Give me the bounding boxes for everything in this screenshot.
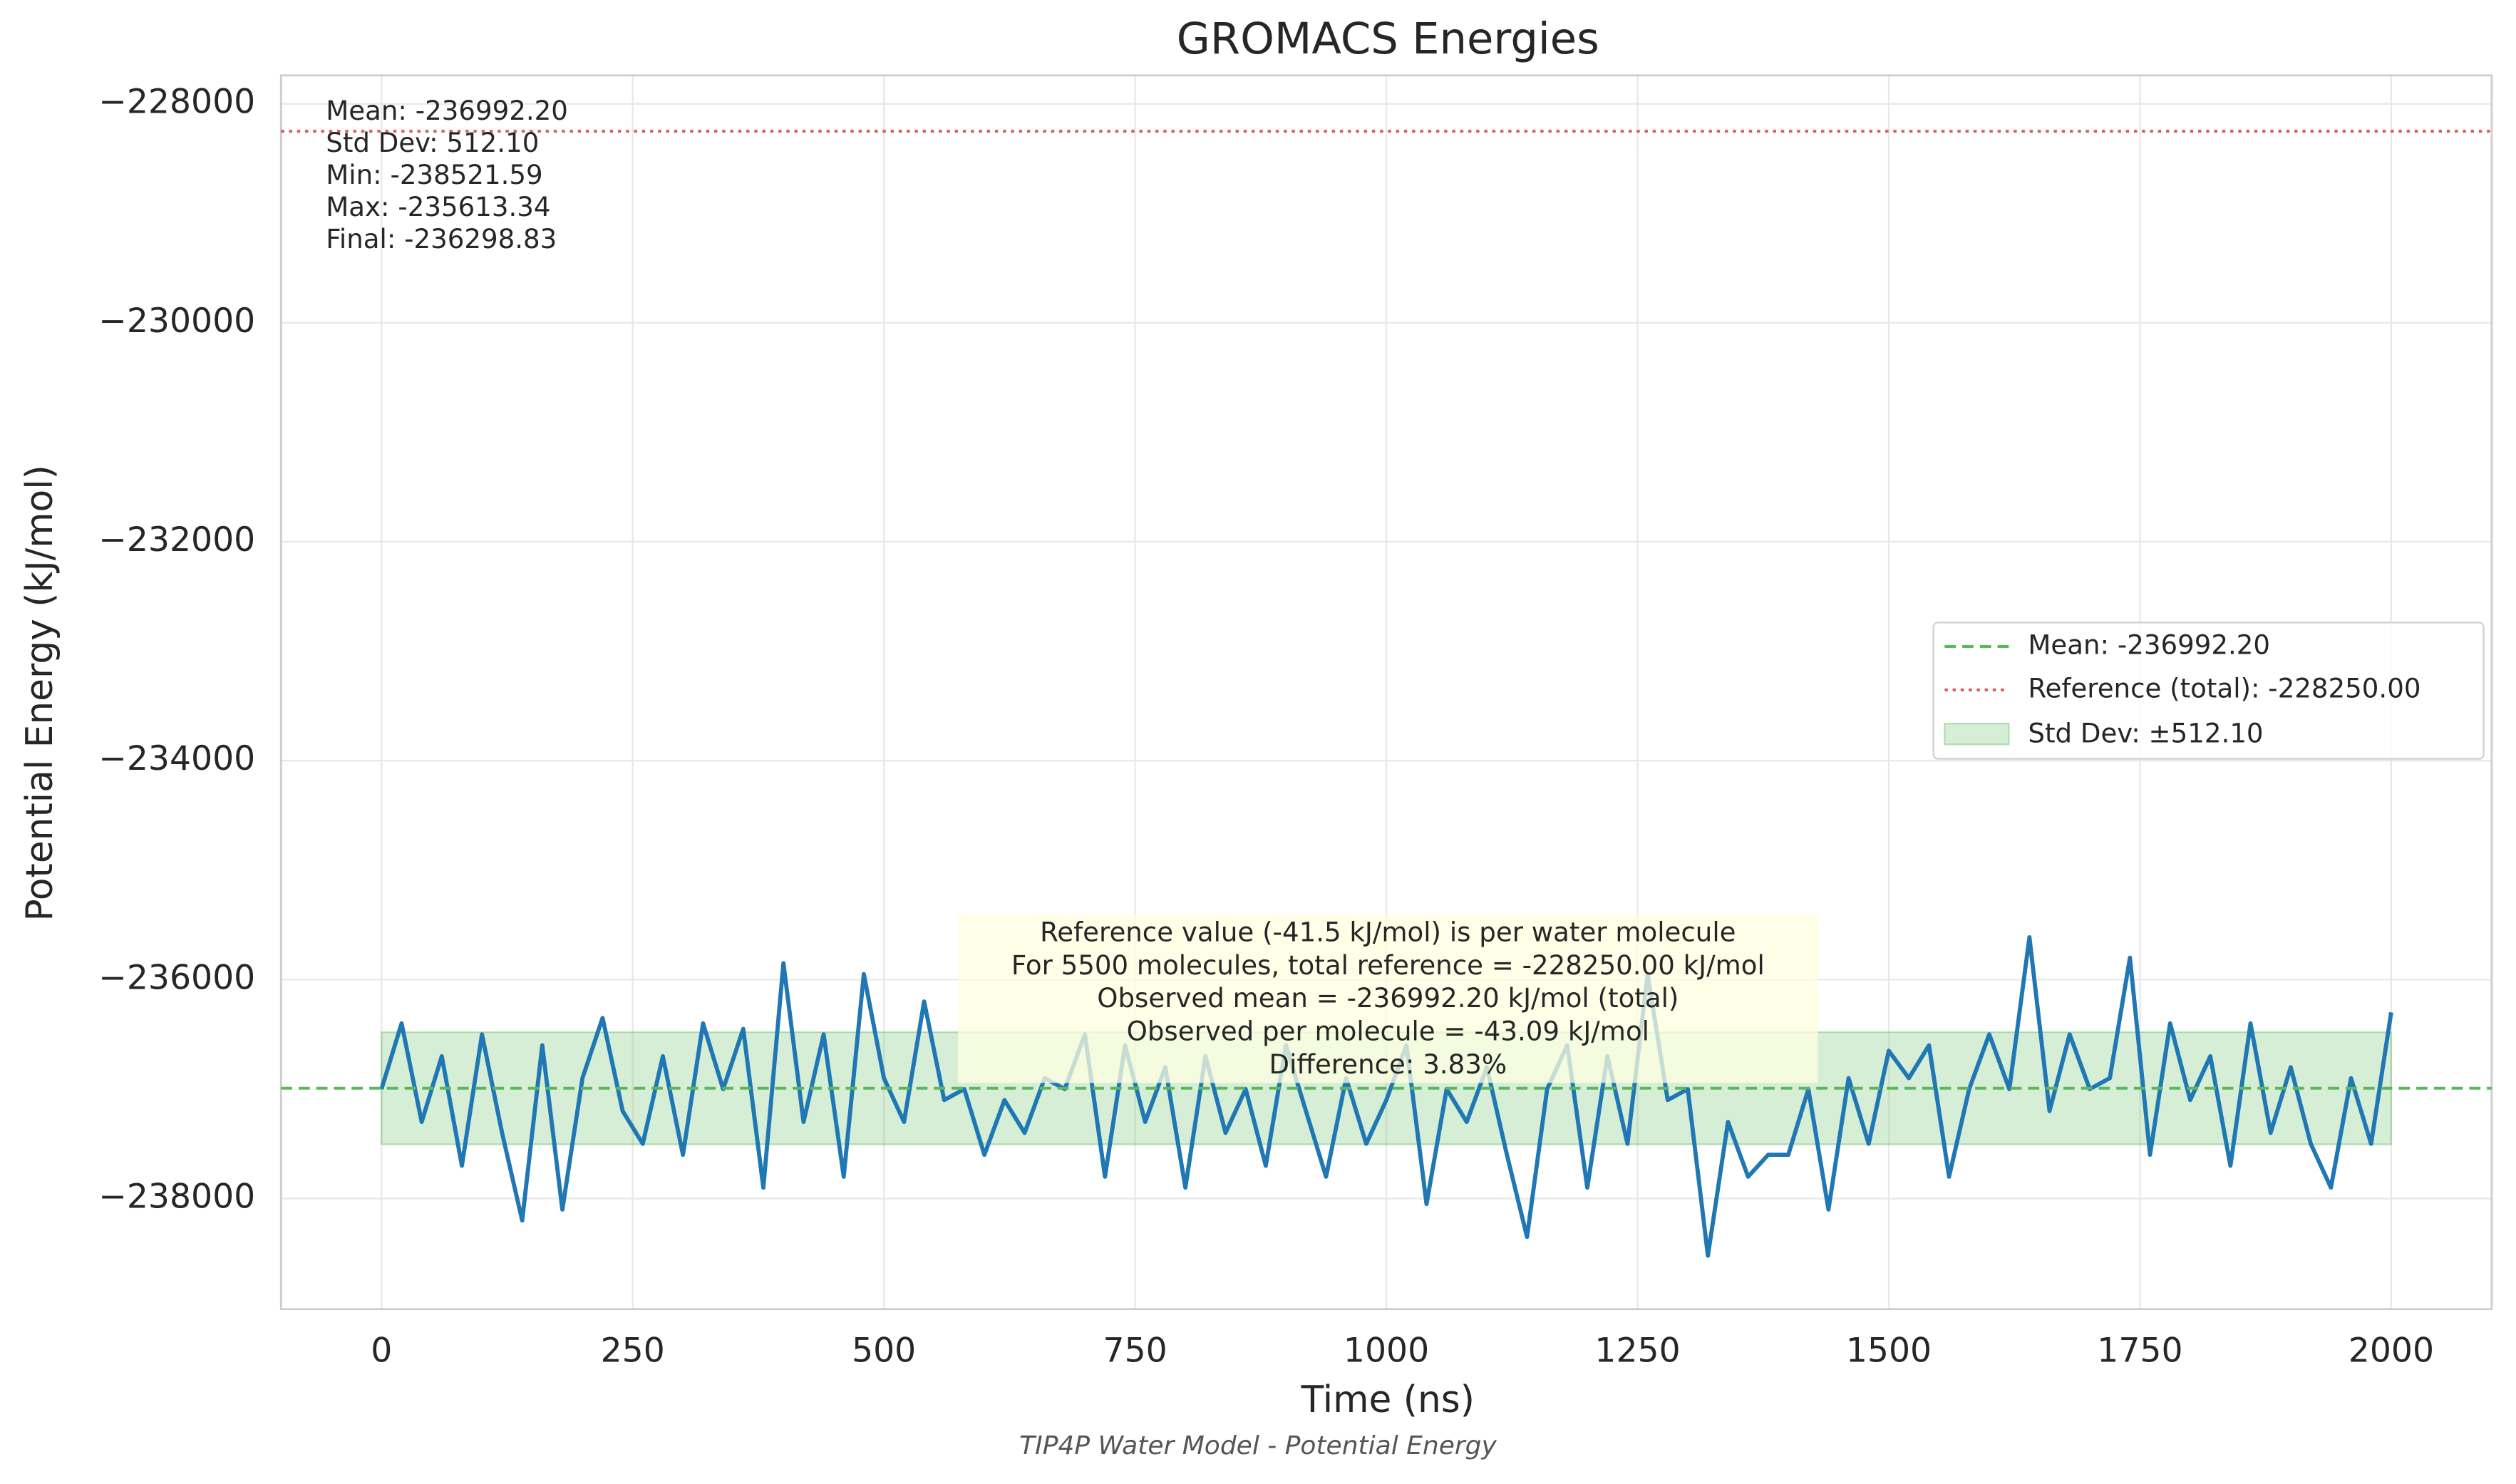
annotation-text: Difference: 3.83%	[1269, 1049, 1507, 1080]
stats-text: Std Dev: 512.10	[326, 128, 539, 158]
annotation-text: Reference value (-41.5 kJ/mol) is per wa…	[1040, 917, 1736, 947]
annotation-text: Observed mean = -236992.20 kJ/mol (total…	[1097, 983, 1679, 1014]
x-tick-label: 1750	[2097, 1331, 2182, 1370]
x-tick-label: 500	[852, 1331, 916, 1370]
annotation-box	[958, 914, 1818, 1083]
x-tick-label: 250	[601, 1331, 665, 1370]
stats-text: Min: -238521.59	[326, 160, 542, 190]
y-axis-label: Potential Energy (kJ/mol)	[19, 465, 61, 921]
annotation-text: For 5500 molecules, total reference = -2…	[1011, 950, 1765, 981]
legend-box	[1932, 622, 2485, 760]
x-tick-label: 2000	[2349, 1331, 2434, 1370]
y-tick-label: −228000	[98, 83, 255, 122]
y-tick-label: −230000	[98, 302, 255, 341]
legend-label: Std Dev: ±512.10	[2028, 718, 2263, 748]
y-tick-label: −234000	[98, 739, 255, 778]
legend-swatch	[1944, 722, 2010, 746]
stats-text: Mean: -236992.20	[326, 96, 568, 126]
subtitle: TIP4P Water Model - Potential Energy	[1019, 1431, 1497, 1460]
x-tick-label: 750	[1103, 1331, 1167, 1370]
plot-frame	[279, 74, 2493, 1311]
legend-label: Reference (total): -228250.00	[2028, 673, 2420, 704]
x-tick-label: 1500	[1846, 1331, 1932, 1370]
chart-title: GROMACS Energies	[1177, 14, 1599, 64]
y-tick-label: −236000	[98, 958, 255, 997]
y-tick-label: −238000	[98, 1178, 255, 1217]
x-tick-label: 1250	[1594, 1331, 1680, 1370]
y-tick-label: −232000	[98, 520, 255, 560]
x-tick-label: 0	[371, 1331, 392, 1370]
stats-text: Max: -235613.34	[326, 192, 550, 222]
legend-label: Mean: -236992.20	[2028, 630, 2270, 661]
stats-text: Final: -236298.83	[326, 224, 557, 254]
data-line	[379, 935, 2393, 1258]
annotation-text: Observed per molecule = -43.09 kJ/mol	[1127, 1016, 1649, 1047]
x-tick-label: 1000	[1344, 1331, 1429, 1370]
x-axis-label: Time (ns)	[1301, 1379, 1475, 1421]
